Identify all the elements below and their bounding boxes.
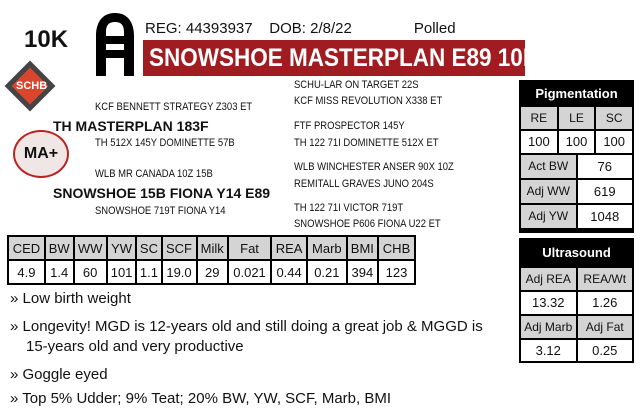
epd-value-row: 4.9 1.4 60 101 1.1 19.0 29 0.021 0.44 0.21 394 123 (7, 259, 416, 285)
epd-header: SCF (160, 235, 198, 261)
epd-header: SC (135, 235, 163, 261)
weight-label: Adj WW (521, 180, 576, 203)
ultrasound-title: Ultrasound (542, 245, 611, 260)
sire-dam: TH 512X 145Y DOMINETTE 57B (95, 137, 235, 149)
ancestor: FTF PROSPECTOR 145Y (294, 120, 405, 132)
pigmentation-title: Pigmentation (535, 86, 618, 101)
weight-label: Act BW (521, 155, 576, 178)
dam-dam: SNOWSHOE 719T FIONA Y14 (95, 205, 226, 217)
ancestor: WLB WINCHESTER ANSER 90X 10Z (294, 161, 454, 173)
us-value: 13.32 (521, 292, 576, 314)
epd-header: BW (43, 235, 75, 261)
epd-value: 19.0 (160, 259, 198, 285)
weight-label: Adj YW (521, 205, 576, 228)
animal-name-banner: SNOWSHOE MASTERPLAN E89 10K (143, 40, 539, 76)
us-label: Adj REA (521, 268, 576, 290)
brand-logo-icon (96, 13, 134, 76)
tag-number: 10K (24, 26, 69, 53)
epd-value: 0.21 (306, 259, 348, 285)
pigmentation-box: Pigmentation RE LE SC 100 100 100 Act BW 76 A… (519, 80, 634, 233)
ancestor: SCHU-LAR ON TARGET 22S (294, 79, 419, 91)
ancestor: REMITALL GRAVES JUNO 204S (294, 178, 434, 190)
epd-header: Fat (226, 235, 273, 261)
epd-table: CED BW WW YW SC SCF Milk Fat REA Marb BMI CHB 4.9 1.… (7, 235, 416, 285)
ma-plus-logo-icon: MA+ (13, 130, 69, 178)
weight-value: 76 (577, 155, 632, 178)
dam: SNOWSHOE 15B FIONA Y14 E89 (53, 185, 271, 201)
bullet: » Goggle eyed (10, 366, 108, 383)
dam-sire: WLB MR CANADA 10Z 15B (95, 168, 213, 180)
pig-header: SC (596, 107, 633, 129)
bullet: » Longevity! MGD is 12-years old and sti… (10, 318, 483, 335)
epd-header: CED (7, 235, 46, 261)
pig-value: 100 (596, 131, 633, 153)
us-label: Adj Marb (521, 316, 576, 338)
weight-value: 1048 (577, 205, 632, 228)
pig-value: 100 (558, 131, 595, 153)
us-value: 0.25 (577, 340, 632, 361)
us-value: 3.12 (521, 340, 576, 361)
us-label: REA/Wt (577, 268, 632, 290)
epd-value: 123 (377, 259, 416, 285)
epd-value: 29 (195, 259, 229, 285)
reg-number: 44393937 (185, 20, 253, 37)
epd-header: BMI (345, 235, 380, 261)
epd-value: 0.021 (226, 259, 273, 285)
epd-value: 394 (345, 259, 380, 285)
epd-value: 1.1 (135, 259, 163, 285)
epd-header: CHB (377, 235, 416, 261)
bullet-continued: 15-years old and very productive (26, 338, 244, 355)
sire: TH MASTERPLAN 183F (53, 118, 209, 134)
bullet: » Top 5% Udder; 9% Teat; 20% BW, YW, SCF… (10, 390, 391, 407)
reg-line: REG: 44393937 DOB: 2/8/22 Polled (145, 20, 456, 37)
epd-value: 1.4 (43, 259, 75, 285)
us-value: 1.26 (577, 292, 632, 314)
pig-header: RE (521, 107, 557, 129)
us-label: Adj Fat (577, 316, 632, 338)
polled: Polled (413, 20, 456, 37)
ancestor: TH 122 71I DOMINETTE 512X ET (294, 137, 439, 149)
epd-value: 4.9 (7, 259, 46, 285)
bullet: » Low birth weight (10, 290, 131, 307)
epd-header: Milk (195, 235, 229, 261)
pig-header: LE (558, 107, 595, 129)
pig-value: 100 (521, 131, 557, 153)
epd-value: 60 (72, 259, 108, 285)
epd-header-row: CED BW WW YW SC SCF Milk Fat REA Marb BMI CHB (7, 235, 416, 261)
ancestor: SNOWSHOE P606 FIONA U22 ET (294, 218, 441, 230)
dob: 2/8/22 (310, 20, 352, 37)
weight-value: 619 (577, 180, 632, 203)
ancestor: KCF MISS REVOLUTION X338 ET (294, 95, 443, 107)
epd-header: YW (105, 235, 138, 261)
epd-value: 0.44 (270, 259, 309, 285)
epd-value: 101 (105, 259, 138, 285)
epd-header: WW (72, 235, 108, 261)
sire-sire: KCF BENNETT STRATEGY Z303 ET (95, 101, 253, 113)
ancestor: TH 122 71I VICTOR 719T (294, 202, 404, 214)
epd-header: Marb (306, 235, 348, 261)
epd-header: REA (270, 235, 309, 261)
ultrasound-box: Ultrasound Adj REA REA/Wt 13.32 1.26 Adj M… (519, 238, 634, 363)
